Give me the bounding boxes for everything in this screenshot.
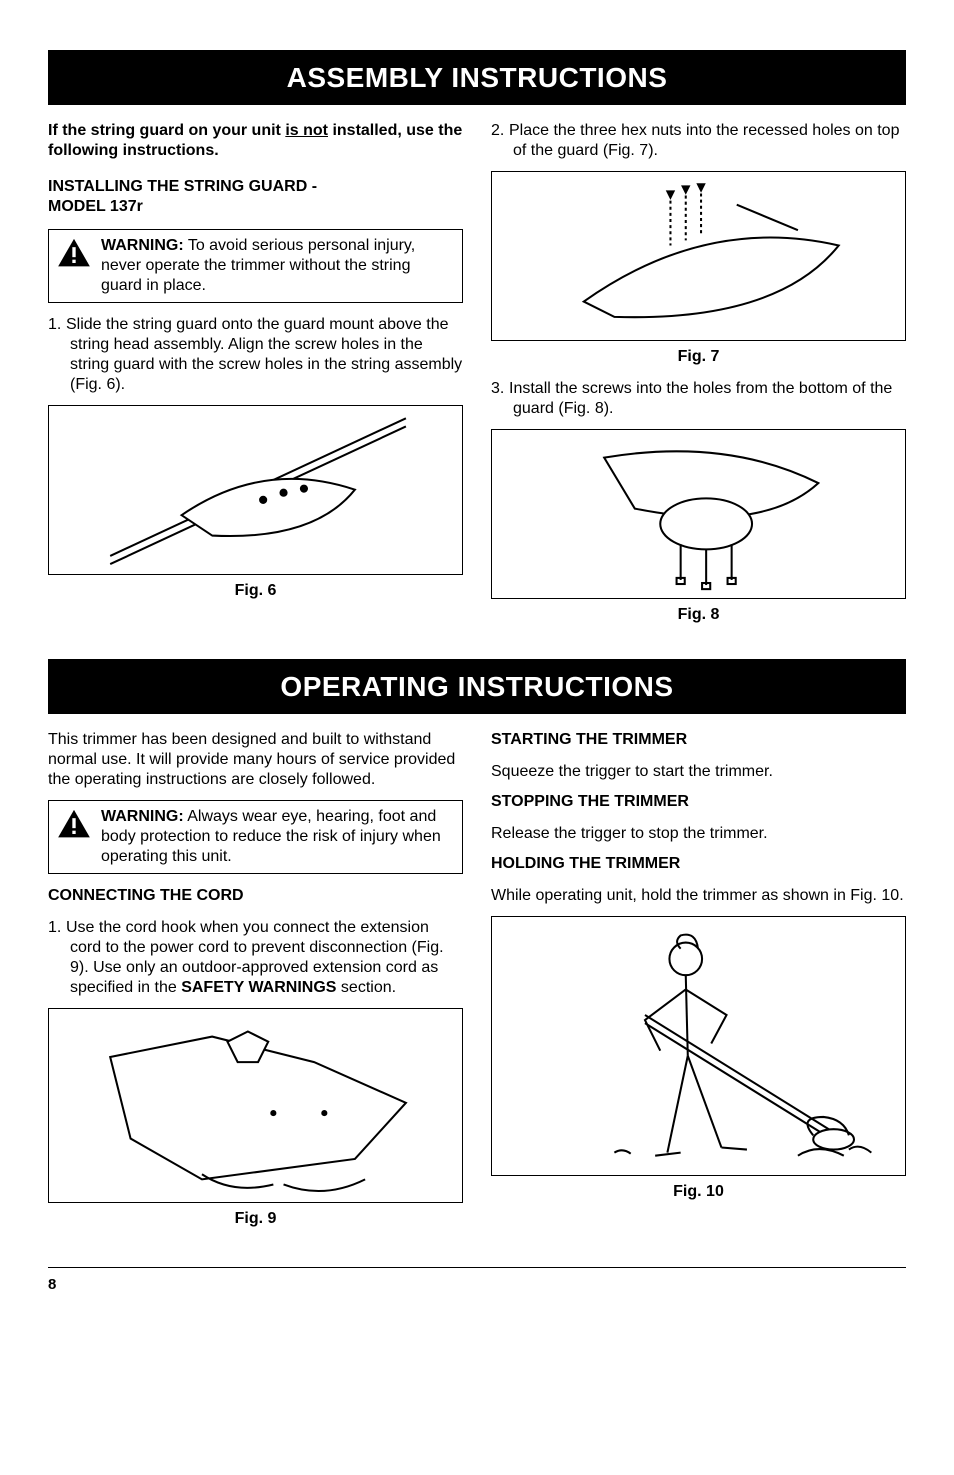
starting-text: Squeeze the trigger to start the trimmer… bbox=[491, 762, 906, 782]
footer-rule bbox=[48, 1267, 906, 1268]
assembly-heading-banner: ASSEMBLY INSTRUCTIONS bbox=[48, 50, 906, 105]
starting-heading: STARTING THE TRIMMER bbox=[491, 730, 906, 750]
stopping-heading: STOPPING THE TRIMMER bbox=[491, 792, 906, 812]
assembly-steps-right-2: 3.Install the screws into the holes from… bbox=[491, 379, 906, 419]
assembly-step-1: 1.Slide the string guard onto the guard … bbox=[48, 315, 463, 395]
figure-7-caption: Fig. 7 bbox=[491, 347, 906, 367]
step1-num: 1. bbox=[48, 315, 66, 335]
connecting-steps: 1.Use the cord hook when you connect the… bbox=[48, 918, 463, 998]
figure-8 bbox=[491, 429, 906, 599]
figure-10 bbox=[491, 916, 906, 1176]
assembly-warning-box: WARNING: To avoid serious personal injur… bbox=[48, 229, 463, 303]
assembly-steps-left: 1.Slide the string guard onto the guard … bbox=[48, 315, 463, 395]
assembly-heading: ASSEMBLY INSTRUCTIONS bbox=[48, 60, 906, 95]
intro-prefix: If the string guard on your unit bbox=[48, 122, 285, 139]
step2-num: 2. bbox=[491, 121, 509, 141]
stopping-text: Release the trigger to stop the trimmer. bbox=[491, 824, 906, 844]
figure-9 bbox=[48, 1008, 463, 1203]
operating-warning-text: WARNING: Always wear eye, hearing, foot … bbox=[101, 807, 454, 867]
holding-text: While operating unit, hold the trimmer a… bbox=[491, 886, 906, 906]
operating-col-right: STARTING THE TRIMMER Squeeze the trigger… bbox=[491, 730, 906, 1241]
figure-8-caption: Fig. 8 bbox=[491, 605, 906, 625]
figure-8-illustration bbox=[492, 429, 905, 599]
operating-col-left: This trimmer has been designed and built… bbox=[48, 730, 463, 1241]
assembly-steps-right-1: 2.Place the three hex nuts into the rece… bbox=[491, 121, 906, 161]
figure-10-caption: Fig. 10 bbox=[491, 1182, 906, 1202]
connecting-step1-bold: SAFETY WARNINGS bbox=[181, 979, 336, 996]
connecting-heading: CONNECTING THE CORD bbox=[48, 886, 463, 906]
subheading-line1: INSTALLING THE STRING GUARD - bbox=[48, 178, 317, 195]
warning-icon bbox=[57, 809, 91, 839]
operating-warning-box: WARNING: Always wear eye, hearing, foot … bbox=[48, 800, 463, 874]
connecting-step-1: 1.Use the cord hook when you connect the… bbox=[48, 918, 463, 998]
step3-num: 3. bbox=[491, 379, 509, 399]
assembly-step-2: 2.Place the three hex nuts into the rece… bbox=[491, 121, 906, 161]
assembly-intro: If the string guard on your unit is not … bbox=[48, 121, 463, 161]
figure-7 bbox=[491, 171, 906, 341]
figure-10-illustration bbox=[492, 916, 905, 1176]
operating-warning-label: WARNING: bbox=[101, 808, 184, 825]
warning-icon bbox=[57, 238, 91, 268]
warning-label: WARNING: bbox=[101, 237, 184, 254]
connecting-step1-b: section. bbox=[336, 979, 396, 996]
assembly-columns: If the string guard on your unit is not … bbox=[48, 121, 906, 637]
operating-heading-banner: OPERATING INSTRUCTIONS bbox=[48, 659, 906, 714]
intro-underlined: is not bbox=[285, 122, 328, 139]
operating-intro: This trimmer has been designed and built… bbox=[48, 730, 463, 790]
page-number: 8 bbox=[48, 1276, 906, 1295]
assembly-subheading: INSTALLING THE STRING GUARD - MODEL 137r bbox=[48, 177, 463, 217]
step1-text: Slide the string guard onto the guard mo… bbox=[66, 316, 462, 393]
operating-heading: OPERATING INSTRUCTIONS bbox=[48, 669, 906, 704]
figure-6-caption: Fig. 6 bbox=[48, 581, 463, 601]
connecting-step1-num: 1. bbox=[48, 918, 66, 938]
step3-text: Install the screws into the holes from t… bbox=[509, 380, 892, 417]
figure-7-illustration bbox=[492, 171, 905, 341]
assembly-warning-text: WARNING: To avoid serious personal injur… bbox=[101, 236, 454, 296]
step2-text: Place the three hex nuts into the recess… bbox=[509, 122, 899, 159]
figure-6 bbox=[48, 405, 463, 575]
subheading-line2: MODEL 137r bbox=[48, 198, 143, 215]
holding-heading: HOLDING THE TRIMMER bbox=[491, 854, 906, 874]
assembly-step-3: 3.Install the screws into the holes from… bbox=[491, 379, 906, 419]
figure-9-illustration bbox=[49, 1008, 462, 1203]
figure-9-caption: Fig. 9 bbox=[48, 1209, 463, 1229]
figure-6-illustration bbox=[49, 405, 462, 575]
assembly-col-left: If the string guard on your unit is not … bbox=[48, 121, 463, 637]
assembly-col-right: 2.Place the three hex nuts into the rece… bbox=[491, 121, 906, 637]
operating-columns: This trimmer has been designed and built… bbox=[48, 730, 906, 1241]
